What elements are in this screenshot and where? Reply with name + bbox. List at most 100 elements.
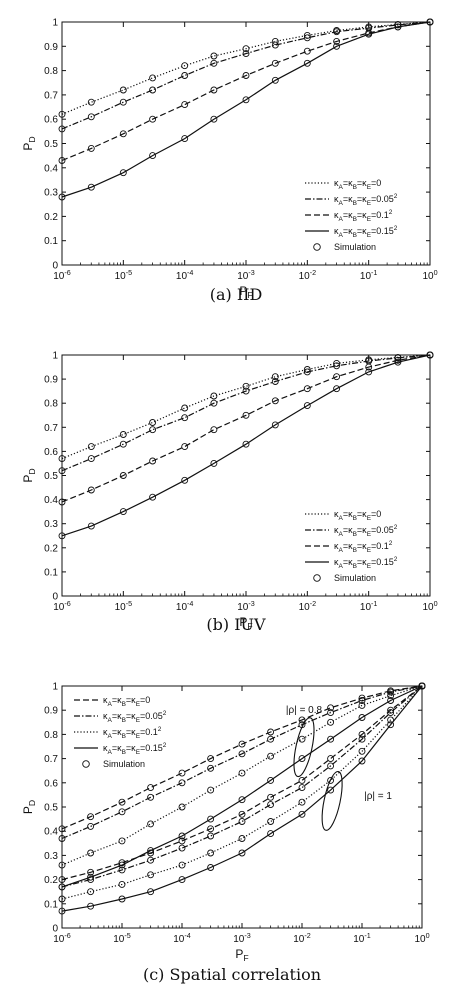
- legend-label: Simulation: [103, 759, 145, 769]
- simulation-point: [87, 813, 95, 821]
- simulation-point: [267, 830, 275, 838]
- simulation-point: [119, 130, 127, 138]
- series-2: [58, 351, 434, 475]
- simulation-point: [207, 755, 215, 763]
- simulation-point: [394, 23, 402, 31]
- y-tick-label: 0: [52, 924, 58, 935]
- simulation-point: [87, 183, 95, 191]
- simulation-point: [118, 837, 126, 845]
- simulation-point: [118, 859, 126, 867]
- simulation-point: [394, 358, 402, 366]
- simulation-point: [118, 866, 126, 874]
- simulation-point: [87, 822, 95, 830]
- legend-label: κA​=κB​=κE​=0.12​: [334, 209, 393, 223]
- simulation-point: [58, 825, 66, 833]
- simulation-point: [87, 902, 95, 910]
- simulation-point: [207, 825, 215, 833]
- simulation-point: [387, 697, 395, 704]
- x-tick-label: 10-2​: [299, 268, 317, 282]
- simulation-point: [303, 47, 311, 55]
- x-axis-label: PF​: [239, 284, 252, 300]
- annotation-label: |ρ| = 1: [364, 791, 392, 802]
- simulation-point: [118, 808, 126, 816]
- simulation-point: [333, 359, 341, 367]
- simulation-point: [271, 378, 279, 385]
- simulation-point: [58, 861, 66, 869]
- y-tick-label: 0.7: [44, 423, 58, 434]
- simulation-point: [87, 144, 95, 152]
- y-tick-label: 0: [52, 592, 58, 603]
- simulation-point: [238, 835, 246, 842]
- simulation-point: [333, 373, 341, 381]
- simulation-point: [147, 849, 155, 857]
- series-1: [58, 351, 434, 463]
- y-tick-label: 0.8: [44, 66, 58, 77]
- legend-label: κA​=κB​=κE​=0: [103, 695, 150, 708]
- simulation-point: [358, 730, 366, 738]
- x-tick-label: 10-3​: [233, 931, 251, 945]
- y-axis-label: PD​: [21, 468, 37, 482]
- simulation-point: [58, 110, 66, 118]
- simulation-point: [181, 72, 189, 79]
- simulation-point: [147, 856, 155, 864]
- simulation-point: [358, 697, 366, 704]
- simulation-point: [238, 796, 246, 804]
- legend-label: Simulation: [334, 573, 376, 583]
- legend: κA​=κB​=κE​=0 κA​=κB​=κE​=0.052​ κA​=κB​=κ…: [305, 178, 398, 252]
- legend-label: κA​=κB​=κE​=0: [334, 178, 381, 191]
- simulation-point: [210, 459, 218, 467]
- series-line: [61, 354, 431, 472]
- x-axis-label: PF​: [239, 615, 252, 631]
- chart-panel-3: 0 0.1 0.2 0.3 0.4 0.5 0.6 0.7 0.8 0.9 1 10-6​ 10-5​ 1…: [21, 682, 430, 985]
- x-tick-label: 10-3​: [237, 599, 255, 613]
- x-tick-label: 10-3​: [237, 268, 255, 282]
- simulation-point: [365, 368, 373, 376]
- series-line: [61, 21, 431, 130]
- simulation-point: [147, 888, 155, 896]
- legend-label: κA​=κB​=κE​=0.052​: [334, 193, 398, 207]
- simulation-point: [147, 793, 155, 801]
- simulation-point: [327, 704, 335, 712]
- simulation-point: [238, 740, 246, 748]
- simulation-point: [149, 419, 157, 426]
- simulation-point: [87, 522, 95, 530]
- x-tick-label: 100​: [422, 268, 437, 282]
- simulation-point: [118, 861, 126, 869]
- simulation-point: [178, 803, 186, 811]
- y-tick-label: 0.1: [44, 236, 58, 247]
- y-tick-label: 0.5: [44, 139, 58, 150]
- simulation-point: [149, 86, 157, 94]
- series-6: [58, 682, 426, 891]
- simulation-point: [303, 368, 311, 376]
- series-line: [61, 354, 431, 503]
- simulation-point: [426, 351, 434, 359]
- simulation-point: [58, 193, 66, 201]
- x-tick-label: 10-1​: [360, 599, 378, 613]
- simulation-point: [178, 832, 186, 840]
- simulation-point: [387, 692, 395, 700]
- simulation-point: [207, 815, 215, 823]
- group-ellipse: [293, 717, 315, 778]
- chart-caption: (a) IID: [210, 285, 263, 304]
- simulation-point: [119, 98, 127, 106]
- simulation-point: [87, 113, 95, 121]
- simulation-point: [298, 755, 306, 763]
- simulation-point: [242, 50, 250, 58]
- y-tick-label: 0.2: [44, 875, 58, 886]
- legend-label: κA​=κB​=κE​=0.052​: [103, 710, 167, 724]
- simulation-point: [333, 28, 341, 36]
- simulation-point: [358, 757, 366, 765]
- simulation-point: [418, 682, 426, 690]
- y-tick-label: 1: [52, 18, 58, 29]
- series-line: [61, 21, 431, 198]
- simulation-point: [303, 385, 311, 393]
- x-tick-label: 10-4​: [176, 268, 194, 282]
- simulation-point: [387, 716, 395, 724]
- chart-caption: (c) Spatial correlation: [143, 965, 321, 984]
- simulation-point: [181, 135, 189, 143]
- simulation-point: [242, 382, 250, 390]
- x-tick-label: 10-1​: [360, 268, 378, 282]
- simulation-point: [242, 72, 250, 79]
- simulation-point: [118, 880, 126, 888]
- simulation-point: [298, 784, 306, 792]
